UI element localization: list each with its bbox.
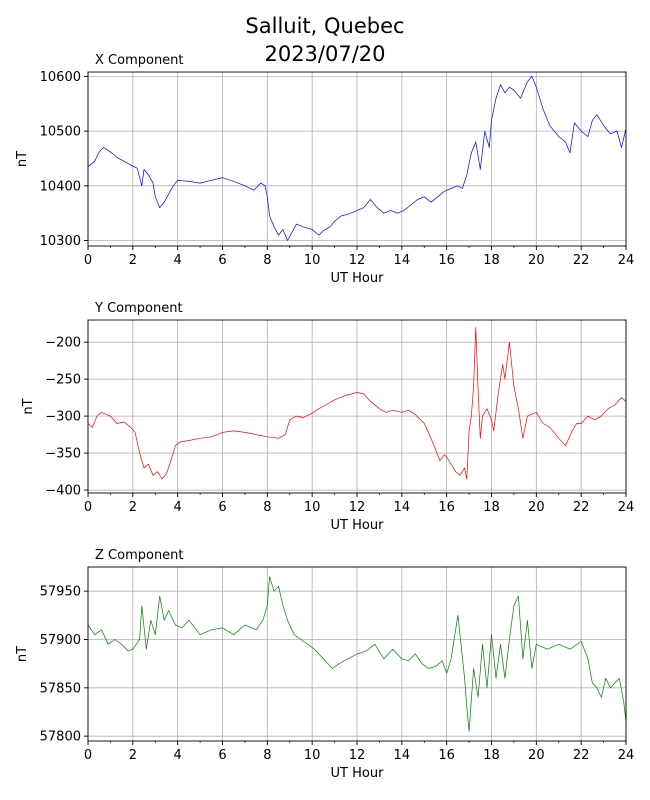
y-tick-label: 10400 bbox=[40, 179, 81, 194]
chart-panel-x-component: 0 2 4 6 8 10 12 14 16 18 20 22 241030010400105001060… bbox=[15, 53, 634, 286]
figure-title-line1: Salluit, Quebec bbox=[245, 14, 404, 38]
y-axis-label: nT bbox=[15, 151, 30, 167]
x-axis-label: UT Hour bbox=[331, 766, 385, 781]
x-tick-label: 8 bbox=[263, 748, 271, 763]
x-tick-label: 20 bbox=[528, 748, 545, 763]
x-tick-label: 16 bbox=[438, 500, 455, 515]
x-tick-label: 10 bbox=[304, 253, 321, 268]
x-tick-label: 20 bbox=[528, 253, 545, 268]
x-tick-label: 4 bbox=[174, 500, 182, 515]
x-tick-label: 12 bbox=[349, 253, 366, 268]
y-tick-label: 10600 bbox=[40, 70, 81, 85]
x-tick-label: 8 bbox=[263, 500, 271, 515]
y-tick-label: −400 bbox=[45, 484, 81, 499]
x-tick-label: 20 bbox=[528, 500, 545, 515]
y-axis-label: nT bbox=[21, 398, 36, 414]
y-tick-label: 57950 bbox=[40, 585, 81, 600]
data-series-line bbox=[87, 576, 627, 732]
x-tick-label: 10 bbox=[304, 748, 321, 763]
data-series-line bbox=[87, 327, 627, 480]
x-tick-label: 0 bbox=[84, 500, 92, 515]
y-tick-label: 57850 bbox=[40, 681, 81, 696]
x-tick-label: 8 bbox=[263, 253, 271, 268]
x-tick-label: 22 bbox=[573, 500, 590, 515]
x-tick-label: 18 bbox=[483, 748, 500, 763]
y-axis-label: nT bbox=[15, 646, 30, 662]
x-tick-label: 16 bbox=[438, 748, 455, 763]
chart-panel-y-component: 0 2 4 6 8 10 12 14 16 18 20 22 24−200−250−300−350−40… bbox=[21, 301, 634, 533]
y-tick-label: 10300 bbox=[40, 234, 81, 249]
x-tick-label: 6 bbox=[218, 748, 226, 763]
x-tick-label: 22 bbox=[573, 748, 590, 763]
x-axis-label: UT Hour bbox=[331, 518, 385, 533]
x-tick-label: 24 bbox=[618, 500, 635, 515]
x-tick-label: 10 bbox=[304, 500, 321, 515]
x-tick-label: 6 bbox=[218, 253, 226, 268]
x-tick-label: 2 bbox=[129, 500, 137, 515]
y-tick-label: 57800 bbox=[40, 730, 81, 745]
x-tick-label: 4 bbox=[174, 748, 182, 763]
x-tick-label: 2 bbox=[129, 253, 137, 268]
x-tick-label: 4 bbox=[174, 253, 182, 268]
data-series-line bbox=[87, 76, 627, 241]
panel-title: X Component bbox=[95, 53, 184, 68]
y-tick-label: −300 bbox=[45, 410, 81, 425]
x-tick-label: 12 bbox=[349, 500, 366, 515]
figure-title-line2: 2023/07/20 bbox=[264, 42, 385, 66]
x-tick-label: 0 bbox=[84, 253, 92, 268]
x-tick-label: 18 bbox=[483, 253, 500, 268]
x-axis-label: UT Hour bbox=[331, 271, 385, 286]
x-tick-label: 2 bbox=[129, 748, 137, 763]
x-tick-label: 22 bbox=[573, 253, 590, 268]
x-tick-label: 6 bbox=[218, 500, 226, 515]
y-tick-label: 10500 bbox=[40, 125, 81, 140]
x-tick-label: 14 bbox=[394, 748, 411, 763]
panel-title: Y Component bbox=[94, 301, 183, 316]
y-tick-label: 57900 bbox=[40, 633, 81, 648]
x-tick-label: 24 bbox=[618, 253, 635, 268]
x-tick-label: 18 bbox=[483, 500, 500, 515]
y-tick-label: −350 bbox=[45, 447, 81, 462]
x-tick-label: 16 bbox=[438, 253, 455, 268]
x-tick-label: 14 bbox=[394, 253, 411, 268]
x-tick-label: 24 bbox=[618, 748, 635, 763]
x-tick-label: 0 bbox=[84, 748, 92, 763]
x-tick-label: 14 bbox=[394, 500, 411, 515]
chart-panel-z-component: 0 2 4 6 8 10 12 14 16 18 20 22 245780057850579005795… bbox=[15, 548, 634, 781]
y-tick-label: −200 bbox=[45, 336, 81, 351]
y-tick-label: −250 bbox=[45, 373, 81, 388]
x-tick-label: 12 bbox=[349, 748, 366, 763]
panel-title: Z Component bbox=[95, 548, 184, 563]
